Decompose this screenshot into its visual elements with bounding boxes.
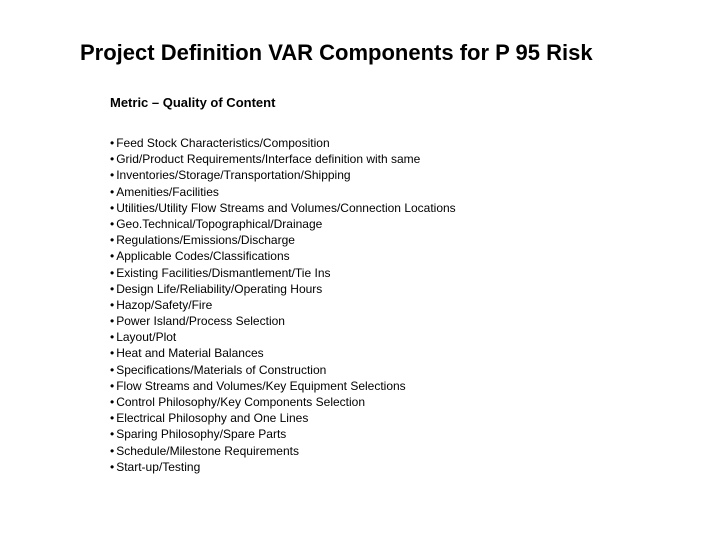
- list-item-text: Hazop/Safety/Fire: [116, 298, 212, 312]
- list-item: •Utilities/Utility Flow Streams and Volu…: [110, 200, 660, 216]
- list-item: •Electrical Philosophy and One Lines: [110, 410, 660, 426]
- list-item-text: Design Life/Reliability/Operating Hours: [116, 282, 322, 296]
- list-item-text: Grid/Product Requirements/Interface defi…: [116, 152, 420, 166]
- bullet-icon: •: [110, 281, 114, 297]
- bullet-icon: •: [110, 184, 114, 200]
- list-item: •Power Island/Process Selection: [110, 313, 660, 329]
- list-item: •Inventories/Storage/Transportation/Ship…: [110, 167, 660, 183]
- bullet-icon: •: [110, 151, 114, 167]
- list-item-text: Sparing Philosophy/Spare Parts: [116, 427, 286, 441]
- list-item-text: Control Philosophy/Key Components Select…: [116, 395, 365, 409]
- list-item-text: Geo.Technical/Topographical/Drainage: [116, 217, 322, 231]
- list-item-text: Heat and Material Balances: [116, 346, 263, 360]
- bullet-icon: •: [110, 232, 114, 248]
- bullet-icon: •: [110, 265, 114, 281]
- bullet-icon: •: [110, 167, 114, 183]
- list-item: •Hazop/Safety/Fire: [110, 297, 660, 313]
- bullet-icon: •: [110, 426, 114, 442]
- bullet-icon: •: [110, 135, 114, 151]
- slide-subtitle: Metric – Quality of Content: [110, 95, 275, 110]
- list-item-text: Specifications/Materials of Construction: [116, 363, 326, 377]
- list-item-text: Power Island/Process Selection: [116, 314, 285, 328]
- bullet-icon: •: [110, 394, 114, 410]
- list-item-text: Applicable Codes/Classifications: [116, 249, 289, 263]
- list-item-text: Flow Streams and Volumes/Key Equipment S…: [116, 379, 405, 393]
- list-item: •Feed Stock Characteristics/Composition: [110, 135, 660, 151]
- bullet-icon: •: [110, 362, 114, 378]
- bullet-list: •Feed Stock Characteristics/Composition•…: [110, 135, 660, 475]
- list-item-text: Inventories/Storage/Transportation/Shipp…: [116, 168, 350, 182]
- list-item: •Layout/Plot: [110, 329, 660, 345]
- list-item: •Heat and Material Balances: [110, 345, 660, 361]
- list-item: •Amenities/Facilities: [110, 184, 660, 200]
- bullet-icon: •: [110, 297, 114, 313]
- bullet-icon: •: [110, 459, 114, 475]
- bullet-icon: •: [110, 313, 114, 329]
- list-item: •Regulations/Emissions/Discharge: [110, 232, 660, 248]
- list-item-text: Start-up/Testing: [116, 460, 200, 474]
- list-item-text: Amenities/Facilities: [116, 185, 219, 199]
- bullet-icon: •: [110, 378, 114, 394]
- list-item-text: Feed Stock Characteristics/Composition: [116, 136, 329, 150]
- list-item: •Grid/Product Requirements/Interface def…: [110, 151, 660, 167]
- bullet-icon: •: [110, 200, 114, 216]
- list-item: •Design Life/Reliability/Operating Hours: [110, 281, 660, 297]
- slide: Project Definition VAR Components for P …: [0, 0, 720, 540]
- list-item: •Start-up/Testing: [110, 459, 660, 475]
- bullet-icon: •: [110, 410, 114, 426]
- list-item: •Schedule/Milestone Requirements: [110, 443, 660, 459]
- list-item: •Applicable Codes/Classifications: [110, 248, 660, 264]
- list-item-text: Existing Facilities/Dismantlement/Tie In…: [116, 266, 330, 280]
- list-item-text: Regulations/Emissions/Discharge: [116, 233, 295, 247]
- list-item-text: Utilities/Utility Flow Streams and Volum…: [116, 201, 455, 215]
- bullet-icon: •: [110, 216, 114, 232]
- list-item-text: Schedule/Milestone Requirements: [116, 444, 299, 458]
- bullet-icon: •: [110, 329, 114, 345]
- list-item: •Sparing Philosophy/Spare Parts: [110, 426, 660, 442]
- list-item: •Geo.Technical/Topographical/Drainage: [110, 216, 660, 232]
- bullet-icon: •: [110, 248, 114, 264]
- list-item: •Specifications/Materials of Constructio…: [110, 362, 660, 378]
- slide-title: Project Definition VAR Components for P …: [80, 40, 680, 66]
- list-item: •Existing Facilities/Dismantlement/Tie I…: [110, 265, 660, 281]
- list-item: •Flow Streams and Volumes/Key Equipment …: [110, 378, 660, 394]
- bullet-icon: •: [110, 345, 114, 361]
- list-item: •Control Philosophy/Key Components Selec…: [110, 394, 660, 410]
- bullet-icon: •: [110, 443, 114, 459]
- list-item-text: Electrical Philosophy and One Lines: [116, 411, 308, 425]
- list-item-text: Layout/Plot: [116, 330, 176, 344]
